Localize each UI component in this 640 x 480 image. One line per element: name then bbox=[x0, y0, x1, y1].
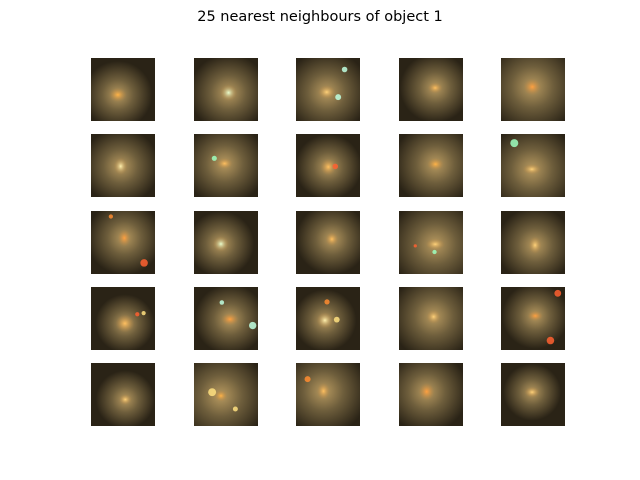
companion-source bbox=[510, 139, 519, 148]
galaxy-thumbnail bbox=[194, 287, 258, 350]
galaxy-thumbnail bbox=[296, 134, 360, 197]
galaxy-core bbox=[220, 84, 238, 101]
companion-source bbox=[432, 249, 437, 255]
companion-source bbox=[332, 163, 339, 170]
galaxy-thumbnail bbox=[399, 134, 463, 197]
galaxy-thumbnail bbox=[296, 287, 360, 350]
galaxy-core bbox=[118, 394, 132, 405]
companion-source bbox=[304, 376, 311, 383]
companion-source bbox=[335, 94, 342, 101]
galaxy-thumbnail bbox=[91, 363, 155, 426]
galaxy-thumbnail bbox=[501, 211, 565, 274]
galaxy-thumbnail bbox=[296, 58, 360, 121]
galaxy-thumbnail bbox=[296, 211, 360, 274]
galaxy-thumbnail bbox=[194, 58, 258, 121]
companion-source bbox=[249, 321, 257, 330]
galaxy-thumbnail bbox=[91, 211, 155, 274]
thumbnail-grid bbox=[91, 58, 565, 426]
companion-source bbox=[546, 336, 555, 345]
galaxy-core bbox=[214, 390, 228, 402]
companion-source bbox=[140, 259, 148, 267]
galaxy-core bbox=[317, 85, 336, 99]
galaxy-thumbnail bbox=[91, 134, 155, 197]
companion-source bbox=[324, 299, 330, 305]
galaxy-core bbox=[221, 312, 239, 326]
galaxy-core bbox=[427, 82, 443, 94]
galaxy-core bbox=[425, 238, 445, 250]
galaxy-thumbnail bbox=[399, 58, 463, 121]
companion-source bbox=[208, 388, 217, 397]
galaxy-core bbox=[528, 236, 542, 254]
galaxy-core bbox=[113, 157, 128, 175]
galaxy-core bbox=[325, 232, 339, 247]
companion-source bbox=[219, 300, 225, 305]
companion-source bbox=[232, 406, 238, 412]
galaxy-core bbox=[418, 382, 435, 401]
galaxy-core bbox=[524, 386, 540, 398]
companion-source bbox=[413, 244, 417, 248]
galaxy-thumbnail bbox=[194, 211, 258, 274]
galaxy-core bbox=[108, 87, 127, 102]
galaxy-core bbox=[427, 157, 444, 171]
companion-source bbox=[341, 66, 348, 73]
galaxy-core bbox=[115, 314, 135, 333]
galaxy-core bbox=[117, 229, 131, 247]
companion-source bbox=[108, 214, 113, 219]
companion-source bbox=[211, 155, 217, 161]
galaxy-thumbnail bbox=[501, 363, 565, 426]
galaxy-thumbnail bbox=[501, 58, 565, 121]
galaxy-core bbox=[216, 157, 233, 170]
companion-source bbox=[333, 316, 340, 323]
companion-source bbox=[141, 311, 146, 316]
companion-source bbox=[135, 312, 140, 317]
galaxy-thumbnail bbox=[399, 211, 463, 274]
galaxy-core bbox=[320, 158, 337, 176]
galaxy-thumbnail bbox=[399, 363, 463, 426]
galaxy-core bbox=[316, 382, 331, 400]
figure-title: 25 nearest neighbours of object 1 bbox=[197, 9, 443, 25]
galaxy-core bbox=[426, 309, 441, 324]
galaxy-thumbnail bbox=[194, 363, 258, 426]
galaxy-core bbox=[212, 236, 229, 252]
galaxy-thumbnail bbox=[399, 287, 463, 350]
galaxy-thumbnail bbox=[91, 58, 155, 121]
companion-source bbox=[554, 289, 562, 297]
galaxy-thumbnail bbox=[91, 287, 155, 350]
galaxy-thumbnail bbox=[296, 363, 360, 426]
galaxy-core bbox=[316, 312, 334, 329]
galaxy-thumbnail bbox=[194, 134, 258, 197]
galaxy-thumbnail bbox=[501, 287, 565, 350]
galaxy-core bbox=[523, 78, 542, 96]
galaxy-core bbox=[522, 163, 542, 175]
galaxy-core bbox=[527, 310, 543, 322]
galaxy-thumbnail bbox=[501, 134, 565, 197]
